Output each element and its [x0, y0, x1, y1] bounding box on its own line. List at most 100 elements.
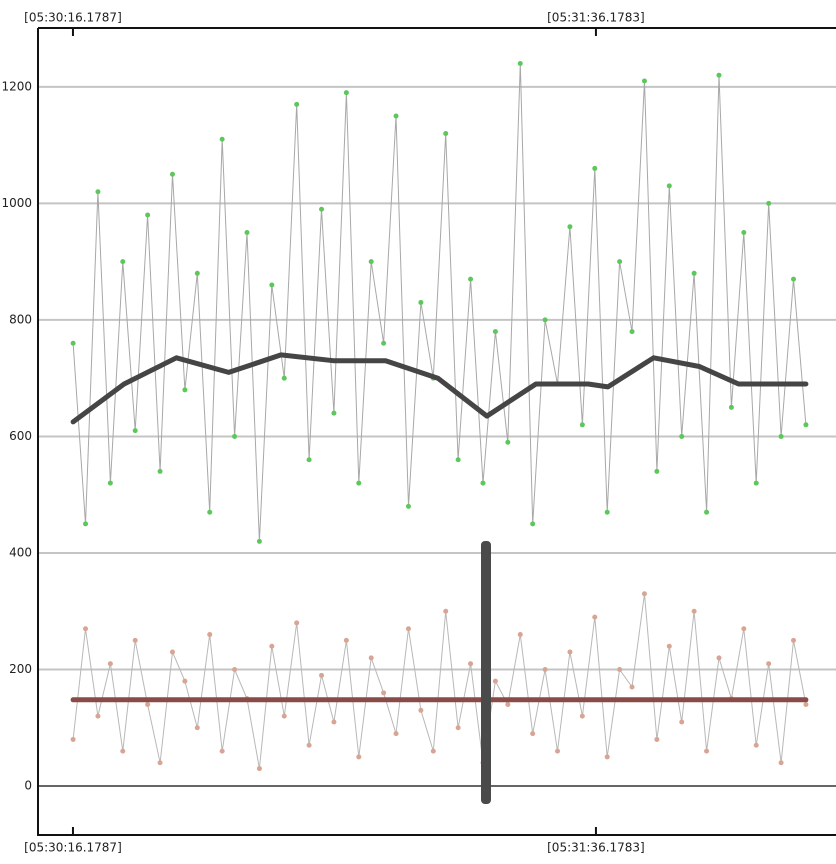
- data-point: [256, 766, 262, 772]
- data-point: [691, 270, 697, 276]
- plot-frame: [37, 27, 836, 836]
- data-point: [306, 742, 312, 748]
- data-point: [232, 433, 238, 439]
- data-point: [269, 282, 275, 288]
- data-point: [132, 637, 138, 643]
- data-point: [666, 643, 672, 649]
- data-point: [306, 457, 312, 463]
- data-point: [157, 468, 163, 474]
- data-point: [778, 760, 784, 766]
- data-point: [182, 387, 188, 393]
- data-point: [604, 509, 610, 515]
- data-point: [443, 130, 449, 136]
- data-point: [405, 503, 411, 509]
- data-point: [405, 626, 411, 632]
- y-tick-label: 1000: [1, 196, 32, 210]
- data-point: [679, 433, 685, 439]
- data-point: [430, 748, 436, 754]
- data-point: [641, 591, 647, 597]
- data-point: [418, 299, 424, 305]
- series-line: [72, 63, 807, 542]
- data-point: [480, 480, 486, 486]
- y-tick-label: 0: [24, 779, 32, 793]
- y-tick-label: 800: [9, 312, 32, 326]
- data-point: [492, 678, 498, 684]
- data-point: [157, 760, 163, 766]
- data-point: [343, 637, 349, 643]
- data-point: [70, 736, 76, 742]
- data-point: [753, 480, 759, 486]
- data-point: [741, 230, 747, 236]
- data-point: [356, 754, 362, 760]
- data-point: [629, 684, 635, 690]
- data-point: [753, 742, 759, 748]
- data-point: [654, 468, 660, 474]
- data-point: [244, 230, 250, 236]
- data-point: [194, 725, 200, 731]
- data-point: [766, 200, 772, 206]
- x-tick-label-top: [05:30:16.1787]: [24, 11, 122, 25]
- data-point: [145, 701, 151, 707]
- y-tick-label: 600: [9, 429, 32, 443]
- data-point: [368, 259, 374, 265]
- data-point: [592, 165, 598, 171]
- data-point: [256, 538, 262, 544]
- data-point: [791, 276, 797, 282]
- data-point: [455, 457, 461, 463]
- data-point: [629, 329, 635, 335]
- data-point: [95, 713, 101, 719]
- data-point: [107, 661, 113, 667]
- data-point: [331, 410, 337, 416]
- data-point: [455, 725, 461, 731]
- data-point: [530, 521, 536, 527]
- data-point: [269, 643, 275, 649]
- data-point: [641, 78, 647, 84]
- data-point: [542, 667, 548, 673]
- data-point: [579, 422, 585, 428]
- data-point: [319, 206, 325, 212]
- data-point: [704, 509, 710, 515]
- data-point: [716, 655, 722, 661]
- data-point: [356, 480, 362, 486]
- trend-line: [70, 352, 809, 425]
- data-point: [492, 329, 498, 335]
- data-point: [567, 649, 573, 655]
- x-tick-label-bottom: [05:30:16.1787]: [24, 841, 122, 855]
- data-point: [381, 340, 387, 346]
- data-point: [294, 620, 300, 626]
- data-point: [83, 626, 89, 632]
- data-point: [207, 509, 213, 515]
- data-point: [145, 212, 151, 218]
- y-tick-label: 1200: [1, 79, 32, 93]
- data-point: [281, 375, 287, 381]
- data-point: [331, 719, 337, 725]
- data-point: [741, 626, 747, 632]
- data-point: [679, 719, 685, 725]
- data-point: [579, 713, 585, 719]
- data-point: [120, 259, 126, 265]
- data-point: [617, 259, 623, 265]
- data-point: [70, 340, 76, 346]
- data-point: [381, 690, 387, 696]
- data-point: [182, 678, 188, 684]
- data-point: [517, 632, 523, 638]
- data-point: [169, 649, 175, 655]
- data-point: [530, 731, 536, 737]
- data-point: [468, 661, 474, 667]
- data-point: [691, 608, 697, 614]
- data-point: [592, 614, 598, 620]
- y-tick-label: 200: [9, 662, 32, 676]
- y-tick-label: 400: [9, 545, 32, 559]
- data-point: [766, 661, 772, 667]
- data-point: [654, 736, 660, 742]
- data-point: [443, 608, 449, 614]
- data-point: [219, 748, 225, 754]
- data-point: [281, 713, 287, 719]
- data-point: [207, 632, 213, 638]
- series-line: [72, 593, 807, 770]
- data-point: [107, 480, 113, 486]
- data-point: [393, 113, 399, 119]
- cursor-bar: [481, 541, 491, 804]
